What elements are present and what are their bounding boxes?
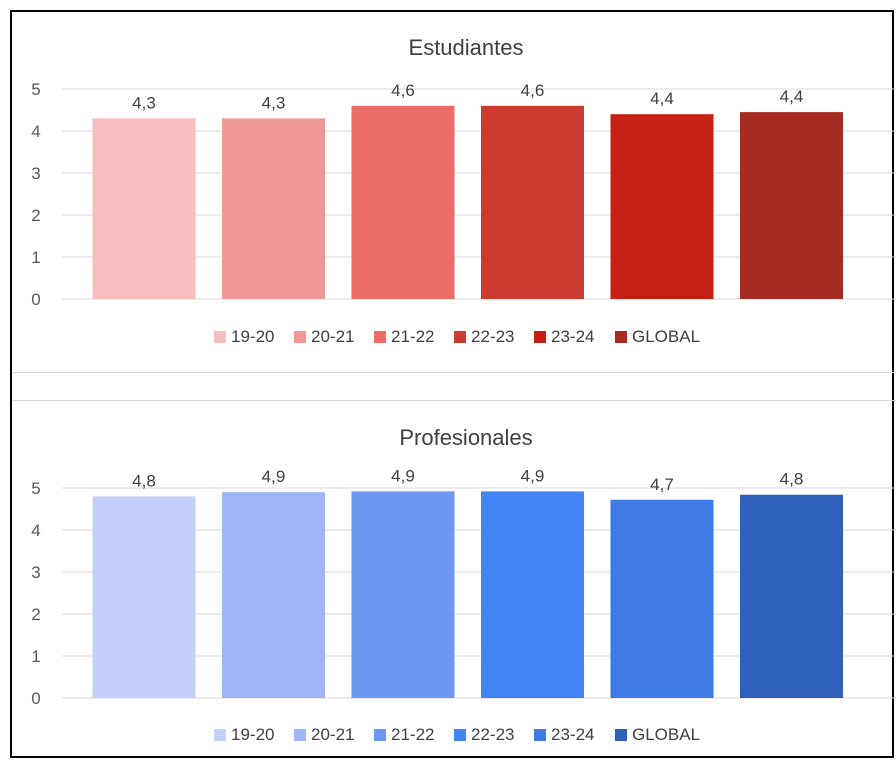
y-tick-label: 4: [31, 122, 40, 141]
charts-frame: Estudiantes 0 1 2 3 4 5 4,3 4,3 4,6 4,6 4,4 4,4 19-20…: [10, 10, 896, 758]
y-tick-label: 2: [31, 206, 40, 225]
y-tick-label: 3: [31, 563, 40, 582]
bar-23-24: [610, 114, 714, 299]
data-label: 4,6: [391, 81, 415, 100]
bar-20-21: [222, 492, 325, 698]
chart-divider: [12, 372, 896, 373]
legend-swatch: [294, 331, 306, 343]
legend-swatch: [374, 729, 386, 741]
legend-swatch: [454, 331, 466, 343]
chart-estudiantes-svg: Estudiantes 0 1 2 3 4 5 4,3 4,3 4,6 4,6 4,4 4,4 19-20…: [31, 35, 896, 346]
y-tick-label: 0: [31, 689, 40, 708]
y-tick-label: 0: [31, 290, 40, 309]
chart-estudiantes: Estudiantes 0 1 2 3 4 5 4,3 4,3 4,6 4,6 4,4 4,4 19-20…: [12, 12, 896, 372]
legend-label: GLOBAL: [632, 327, 700, 346]
legend-label: 22-23: [471, 725, 514, 744]
bar-global: [740, 112, 843, 299]
y-tick-label: 2: [31, 605, 40, 624]
y-tick-label: 5: [31, 479, 40, 498]
legend-label: 21-22: [391, 327, 434, 346]
chart-profesionales: Profesionales 0 1 2 3 4 5 4,8 4,9 4,9 4,9 4,7 4,8 19-…: [12, 401, 896, 756]
bar-22-23: [481, 491, 584, 698]
bar-global: [740, 494, 843, 698]
chart-title: Estudiantes: [409, 35, 524, 60]
data-label: 4,4: [780, 87, 804, 106]
chart-title: Profesionales: [399, 425, 532, 450]
data-label: 4,9: [262, 467, 286, 486]
legend-swatch: [294, 729, 306, 741]
data-label: 4,4: [650, 89, 674, 108]
legend-label: 23-24: [551, 327, 594, 346]
legend-swatch: [615, 729, 627, 741]
data-label: 4,8: [780, 470, 804, 489]
legend-swatch: [534, 331, 546, 343]
bar-21-22: [351, 105, 455, 299]
bar-20-21: [222, 118, 325, 300]
legend-label: 21-22: [391, 725, 434, 744]
legend-label: 23-24: [551, 725, 594, 744]
legend-swatch: [534, 729, 546, 741]
y-tick-label: 4: [31, 521, 40, 540]
data-label: 4,3: [132, 93, 156, 112]
y-tick-label: 5: [31, 80, 40, 99]
data-label: 4,7: [650, 475, 674, 494]
legend-swatch: [214, 331, 226, 343]
chart-divider: [12, 400, 896, 401]
bar-21-22: [351, 491, 455, 698]
data-label: 4,3: [262, 93, 286, 112]
legend-swatch: [454, 729, 466, 741]
data-label: 4,6: [521, 81, 545, 100]
bar-22-23: [481, 105, 584, 299]
data-label: 4,8: [132, 471, 156, 490]
legend-label: 20-21: [311, 327, 354, 346]
data-label: 4,9: [521, 466, 545, 485]
bar-19-20: [92, 118, 196, 300]
legend-label: 20-21: [311, 725, 354, 744]
legend-swatch: [374, 331, 386, 343]
y-tick-label: 1: [31, 248, 40, 267]
legend-label: GLOBAL: [632, 725, 700, 744]
y-tick-label: 3: [31, 164, 40, 183]
legend-label: 22-23: [471, 327, 514, 346]
bar-23-24: [610, 499, 714, 698]
legend-label: 19-20: [231, 725, 274, 744]
chart-profesionales-svg: Profesionales 0 1 2 3 4 5 4,8 4,9 4,9 4,9 4,7 4,8 19-…: [31, 425, 896, 744]
legend-swatch: [615, 331, 627, 343]
legend-swatch: [214, 729, 226, 741]
y-tick-label: 1: [31, 647, 40, 666]
bar-19-20: [92, 496, 196, 698]
data-label: 4,9: [391, 466, 415, 485]
legend-label: 19-20: [231, 327, 274, 346]
